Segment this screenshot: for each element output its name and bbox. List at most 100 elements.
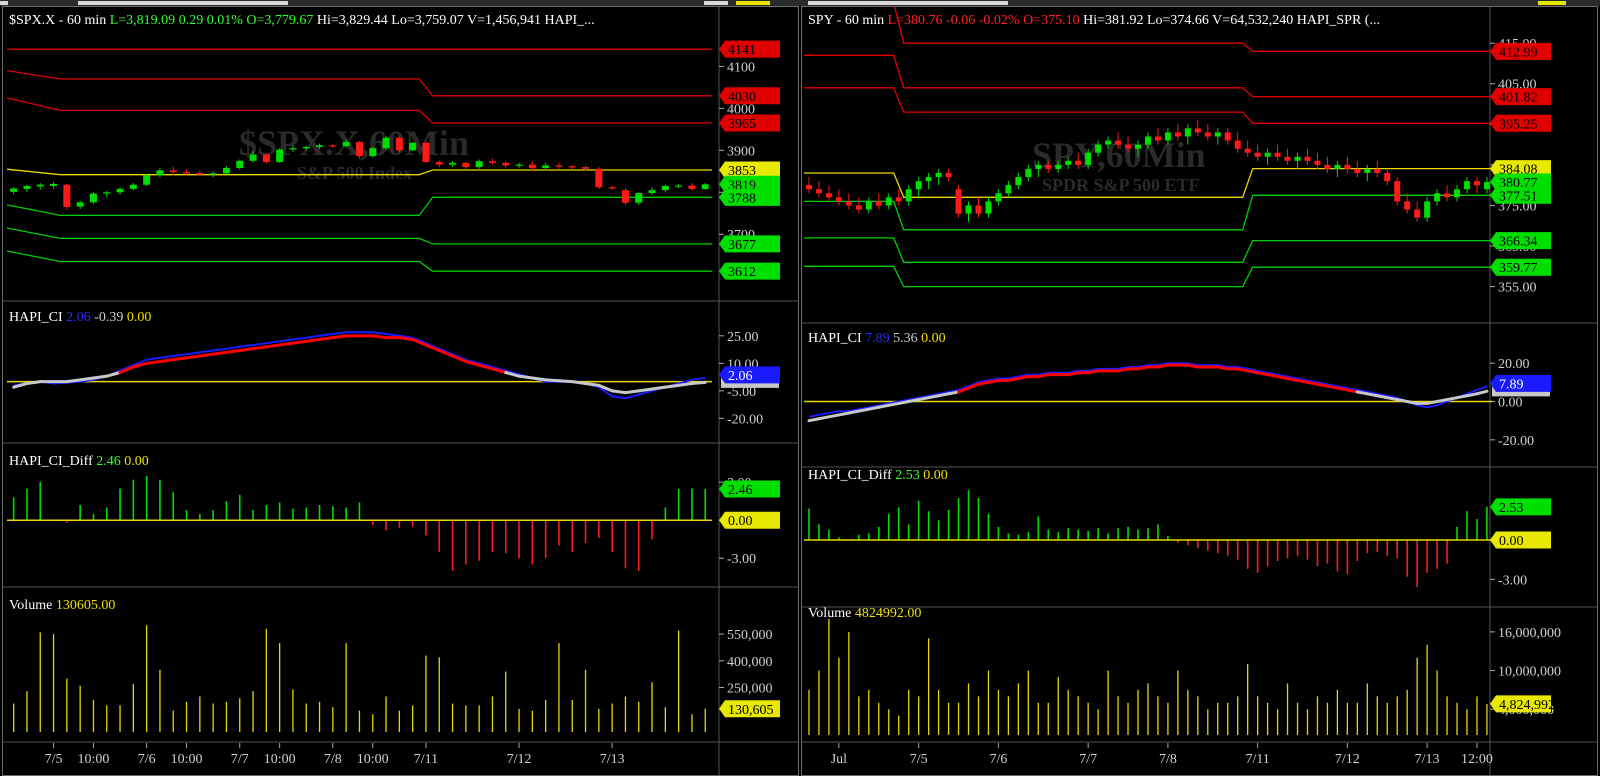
candle-body[interactable] [1294,156,1301,161]
candle-body[interactable] [1473,181,1480,186]
candle-body[interactable] [1055,164,1062,169]
candle-body[interactable] [955,189,962,214]
candle-body[interactable] [1444,193,1451,198]
candle-body[interactable] [1434,193,1441,202]
toolbar-tab[interactable] [78,1,288,5]
candle-body[interactable] [1234,140,1241,149]
candle-body[interactable] [1424,201,1431,218]
candle-body[interactable] [1134,144,1141,149]
candle-body[interactable] [1194,128,1201,133]
candle-body[interactable] [63,184,71,207]
candle-body[interactable] [1184,128,1191,137]
candle-body[interactable] [815,189,822,194]
candle-body[interactable] [1045,164,1052,169]
toolbar-tab[interactable] [736,1,770,5]
candle-body[interactable] [1065,160,1072,165]
candle-body[interactable] [915,181,922,190]
toolbar-tab[interactable] [0,1,8,5]
candle-body[interactable] [568,166,576,168]
candle-body[interactable] [905,189,912,202]
candle-body[interactable] [289,148,297,150]
candle-body[interactable] [103,192,111,194]
candle-body[interactable] [1025,168,1032,178]
spy-chart-svg[interactable]: 415.00405.00395.00385.00375.00365.00355.… [802,7,1598,776]
candle-body[interactable] [50,183,58,186]
candle-body[interactable] [1015,177,1022,186]
candle-body[interactable] [502,162,510,166]
candle-body[interactable] [1085,152,1092,165]
candle-body[interactable] [10,188,18,192]
candle-body[interactable] [209,173,217,175]
candle-body[interactable] [316,145,324,147]
candle-body[interactable] [1125,144,1132,149]
candle-body[interactable] [116,188,124,193]
candle-body[interactable] [1414,209,1421,218]
candle-body[interactable] [675,185,683,187]
candle-body[interactable] [995,193,1002,202]
candle-body[interactable] [222,167,230,174]
spy-chart-panel[interactable]: 415.00405.00395.00385.00375.00365.00355.… [801,6,1598,776]
candle-body[interactable] [1254,152,1261,157]
candle-body[interactable] [1274,152,1281,157]
candle-body[interactable] [1384,173,1391,182]
candle-body[interactable] [688,185,696,189]
candle-body[interactable] [1105,140,1112,145]
candle-body[interactable] [1324,164,1331,169]
candle-body[interactable] [1404,201,1411,210]
candle-body[interactable] [1035,164,1042,169]
candle-body[interactable] [1284,156,1291,161]
candle-body[interactable] [945,173,952,178]
toolbar-tab[interactable] [704,1,728,5]
candle-body[interactable] [865,201,872,210]
candle-body[interactable] [1394,181,1401,202]
candle-body[interactable] [236,160,244,168]
candle-body[interactable] [1344,164,1351,169]
candle-body[interactable] [985,201,992,214]
candle-body[interactable] [169,170,177,173]
candle-body[interactable] [855,205,862,210]
candle-body[interactable] [1164,132,1171,141]
candle-body[interactable] [635,193,643,203]
candle-body[interactable] [621,190,629,203]
candle-body[interactable] [1483,182,1490,190]
candle-body[interactable] [462,162,470,168]
candle-body[interactable] [1374,168,1381,173]
candle-body[interactable] [475,161,483,168]
candle-body[interactable] [925,177,932,182]
candle-body[interactable] [1174,132,1181,137]
candle-body[interactable] [528,164,536,168]
candle-body[interactable] [395,137,403,151]
candle-body[interactable] [1005,185,1012,194]
candle-body[interactable] [1144,136,1151,145]
candle-body[interactable] [449,162,457,165]
candle-body[interactable] [196,172,204,175]
candle-body[interactable] [1154,136,1161,141]
candle-body[interactable] [302,146,310,149]
candle-body[interactable] [1095,144,1102,153]
candle-body[interactable] [825,193,832,198]
candle-body[interactable] [382,137,390,149]
candle-body[interactable] [23,185,31,189]
candle-body[interactable] [249,154,257,161]
candle-body[interactable] [1354,168,1361,173]
candle-body[interactable] [1244,148,1251,153]
candle-body[interactable] [129,184,137,189]
candle-body[interactable] [488,161,496,163]
candle-body[interactable] [156,170,164,176]
candle-body[interactable] [835,197,842,202]
candle-body[interactable] [1214,132,1221,137]
candle-body[interactable] [355,141,363,157]
candle-body[interactable] [542,165,550,168]
candle-body[interactable] [1304,156,1311,161]
candle-body[interactable] [895,197,902,202]
candle-body[interactable] [1204,132,1211,137]
candle-body[interactable] [369,148,377,157]
candle-body[interactable] [1454,189,1461,198]
candle-body[interactable] [885,197,892,206]
candle-body[interactable] [262,154,270,163]
candle-body[interactable] [555,165,563,167]
candle-body[interactable] [595,168,603,188]
candle-body[interactable] [1224,132,1231,141]
